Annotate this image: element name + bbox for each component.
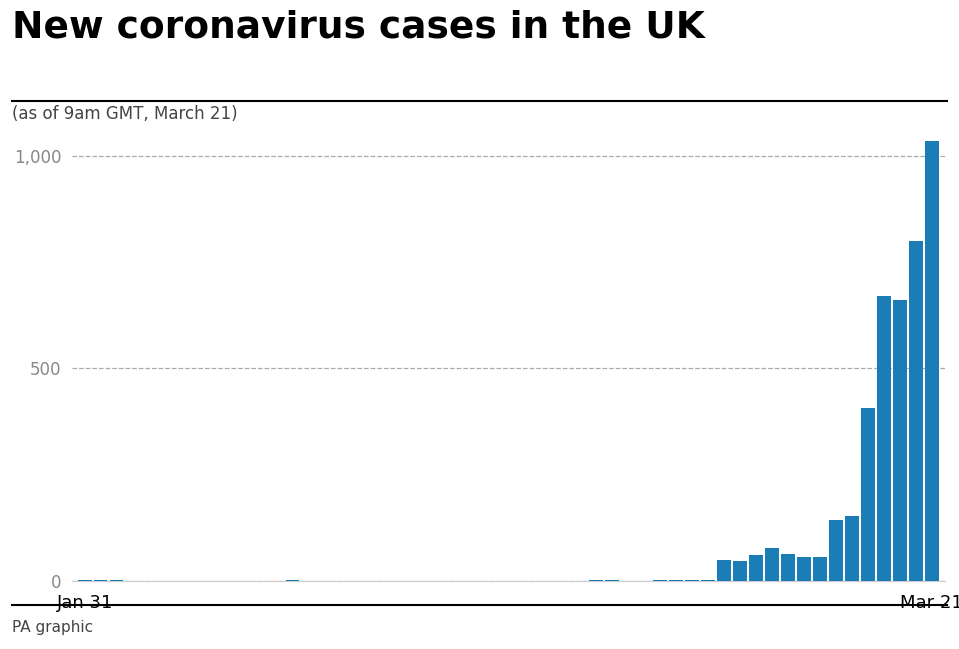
Bar xyxy=(749,554,762,581)
Bar xyxy=(830,520,843,581)
Bar xyxy=(877,296,891,581)
Bar xyxy=(909,241,923,581)
Bar xyxy=(925,141,939,581)
Bar xyxy=(286,580,299,581)
Bar xyxy=(669,580,683,581)
Text: (as of 9am GMT, March 21): (as of 9am GMT, March 21) xyxy=(12,105,237,123)
Bar xyxy=(590,580,603,581)
Bar xyxy=(734,561,747,581)
Bar xyxy=(605,580,619,581)
Bar xyxy=(813,557,827,581)
Bar xyxy=(653,580,667,581)
Bar xyxy=(782,554,795,581)
Bar xyxy=(717,561,731,581)
Text: New coronavirus cases in the UK: New coronavirus cases in the UK xyxy=(12,10,704,45)
Bar xyxy=(110,580,124,581)
Bar xyxy=(686,580,699,581)
Bar xyxy=(797,557,810,581)
Text: PA graphic: PA graphic xyxy=(12,620,93,635)
Bar xyxy=(845,517,858,581)
Bar xyxy=(861,408,875,581)
Bar xyxy=(893,300,906,581)
Bar xyxy=(701,580,714,581)
Bar xyxy=(765,548,779,581)
Bar xyxy=(78,580,91,581)
